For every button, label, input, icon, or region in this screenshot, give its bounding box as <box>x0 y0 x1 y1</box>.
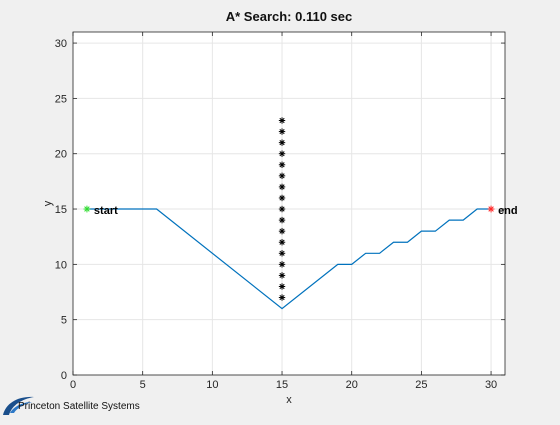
company-name: Princeton Satellite Systems <box>18 401 140 412</box>
y-tick-label: 25 <box>55 93 67 105</box>
x-axis-label: x <box>286 394 292 406</box>
obstacle-point <box>278 183 286 191</box>
end-marker <box>487 205 495 213</box>
obstacle-point <box>278 294 286 301</box>
x-tick-label: 5 <box>140 379 146 391</box>
obstacle-point <box>278 117 286 124</box>
y-tick-label: 30 <box>55 38 67 50</box>
y-tick-label: 20 <box>55 149 67 161</box>
x-tick-label: 0 <box>70 379 76 391</box>
obstacle-point <box>278 250 286 257</box>
obstacle-point <box>278 239 286 246</box>
chart-title: A* Search: 0.110 sec <box>226 9 352 24</box>
obstacle-point <box>278 205 286 213</box>
path-line <box>86 208 492 310</box>
obstacle-point <box>278 172 286 180</box>
x-tick-label: 10 <box>206 379 218 391</box>
obstacle-point <box>278 194 286 202</box>
plot-area <box>73 32 505 375</box>
x-tick-label: 30 <box>485 379 497 391</box>
y-tick-label: 0 <box>61 370 67 382</box>
x-tick-label: 20 <box>346 379 358 391</box>
start-label: start <box>94 205 118 217</box>
end-label: end <box>498 205 518 217</box>
start-marker <box>83 205 91 213</box>
obstacle-point <box>278 161 286 168</box>
obstacle-point <box>278 261 286 268</box>
obstacle-point <box>278 150 286 157</box>
obstacle-point <box>278 272 286 279</box>
company-logo: Princeton Satellite Systems <box>0 388 170 420</box>
obstacle-point <box>278 283 286 290</box>
obstacle-point <box>278 227 286 235</box>
y-tick-label: 15 <box>55 204 67 216</box>
axes-box <box>72 31 506 376</box>
y-axis-label: y <box>42 200 54 206</box>
y-tick-label: 5 <box>61 315 67 327</box>
x-tick-label: 15 <box>276 379 288 391</box>
x-tick-label: 25 <box>415 379 427 391</box>
obstacle-point <box>278 139 286 146</box>
swoosh-logo-icon <box>3 396 34 415</box>
y-tick-label: 10 <box>55 259 67 271</box>
obstacle-point <box>278 128 286 135</box>
obstacle-point <box>278 216 286 224</box>
